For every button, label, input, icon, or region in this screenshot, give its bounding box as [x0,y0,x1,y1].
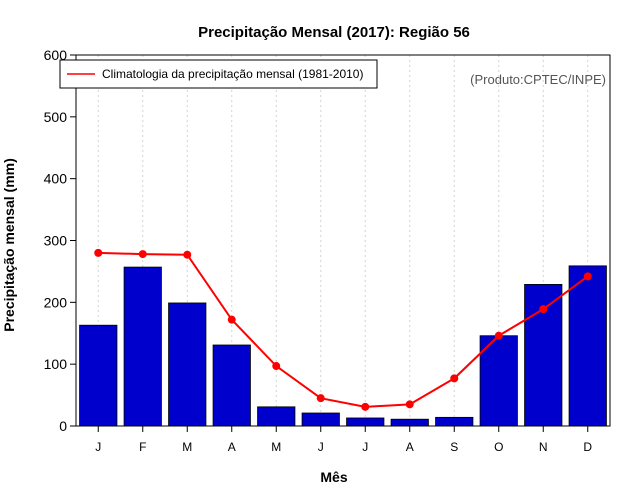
x-tick-label: J [95,440,101,454]
x-tick-label: D [583,440,592,454]
bar-7 [346,417,385,427]
x-tick-label: S [450,440,458,454]
bar-2 [123,266,162,427]
bar-4 [212,344,251,427]
climatology-line [94,248,592,411]
chart-title: Precipitação Mensal (2017): Região 56 [198,24,470,41]
x-tick-label: M [271,440,281,454]
climatology-point-8 [405,400,414,409]
y-tick-label: 200 [44,294,68,310]
bar-9 [435,416,474,427]
y-tick-label: 300 [44,233,68,249]
bar-6 [301,412,340,427]
climatology-point-7 [361,402,370,411]
climatology-point-11 [539,305,548,314]
bar-8 [390,418,429,427]
product-credit: (Produto:CPTEC/INPE) [470,72,606,87]
x-tick-label: A [228,440,236,454]
x-axis-label: Mês [320,469,347,485]
bar-12 [568,265,607,427]
x-tick-label: F [139,440,146,454]
climatology-point-5 [272,362,281,371]
climatology-point-1 [94,248,103,257]
climatology-point-6 [316,394,325,403]
y-tick-label: 0 [59,418,67,434]
legend-box [59,59,378,89]
y-tick-label: 400 [44,171,68,187]
x-tick-label: J [362,440,368,454]
bar-3 [168,302,207,427]
y-axis-label: Precipitação mensal (mm) [1,158,17,332]
x-tick-label: O [494,440,503,454]
legend: Climatologia da precipitação mensal (198… [59,59,378,89]
y-tick-label: 500 [44,109,68,125]
climatology-polyline [98,251,589,408]
y-tick-label: 600 [44,47,68,63]
bar-1 [79,324,118,427]
y-tick-label: 100 [44,356,68,372]
legend-label: Climatologia da precipitação mensal (198… [102,67,363,81]
climatology-point-12 [583,272,592,281]
bar-10 [479,335,518,427]
bar-5 [257,406,296,427]
x-tick-label: A [406,440,414,454]
climatology-point-10 [494,331,503,340]
climatology-point-4 [227,315,236,324]
axes: 0 100 200 300 400 500 600 J F M A M J J A S O N D [44,47,593,454]
climatology-point-2 [138,250,147,259]
x-tick-label: J [318,440,324,454]
x-tick-label: N [539,440,548,454]
x-tick-label: M [182,440,192,454]
climatology-point-9 [450,374,459,383]
grid-lines [97,55,589,426]
climatology-point-3 [183,250,192,259]
